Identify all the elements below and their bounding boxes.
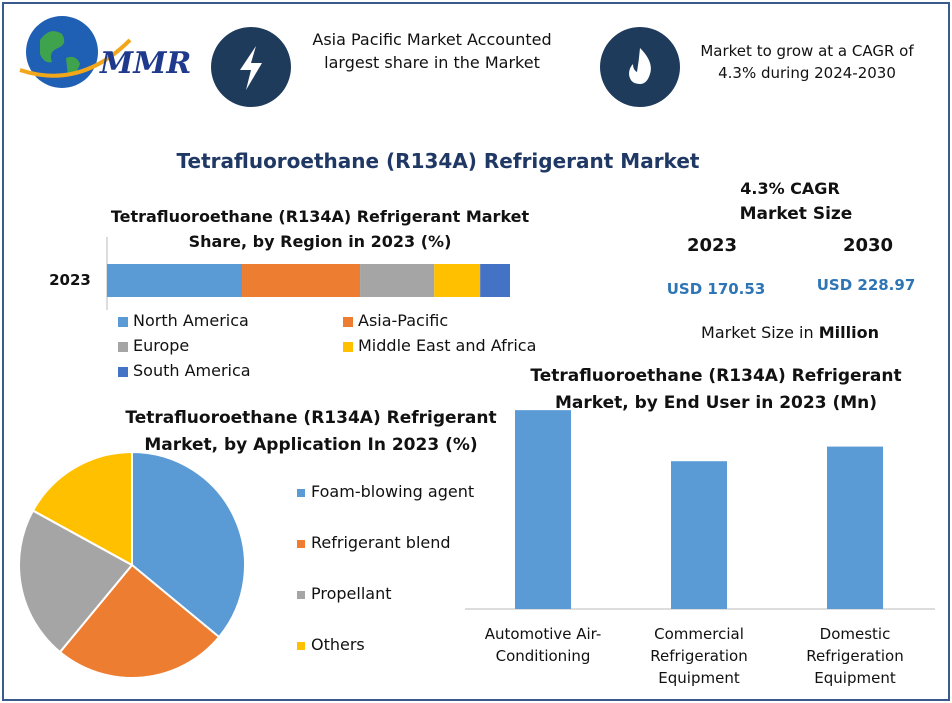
x-tick-label: Commercial Refrigeration Equipment — [650, 625, 748, 687]
bar-segment — [434, 264, 481, 297]
bar-segment — [107, 264, 243, 297]
legend-label: Others — [311, 635, 365, 654]
logo-land — [40, 31, 80, 76]
chart-title: Tetrafluoroethane (R134A) Refrigerant Ma… — [110, 207, 530, 251]
legend-swatch — [118, 342, 128, 352]
legend-label: North America — [133, 311, 249, 330]
y-tick-label: 2023 — [49, 271, 91, 289]
x-tick-label: Automotive Air-Conditioning — [484, 625, 602, 665]
bar — [671, 461, 727, 609]
bar-segment — [480, 264, 510, 297]
bar-segment — [360, 264, 435, 297]
logo-swoosh — [19, 38, 132, 78]
pie-slice — [58, 563, 221, 679]
flame-icon — [629, 48, 651, 84]
legend-label: Refrigerant blend — [311, 533, 451, 552]
pie-slice — [131, 450, 246, 639]
bar — [827, 446, 883, 609]
pie-slice — [31, 450, 133, 567]
highlight: Asia Pacific Market Accounted largest sh… — [312, 30, 552, 72]
legend-label: Europe — [133, 336, 190, 355]
bar — [515, 410, 571, 609]
legend-swatch — [118, 367, 128, 377]
legend-swatch — [343, 342, 353, 352]
logo-text: MMR — [100, 46, 192, 81]
legend-swatch — [343, 317, 353, 327]
year: 2030 — [842, 235, 894, 256]
legend-swatch — [297, 489, 305, 497]
main-title: Tetrafluoroethane (R134A) Refrigerant Ma… — [176, 149, 700, 173]
legend-label: Propellant — [311, 584, 392, 603]
x-tick-label: Domestic Refrigeration Equipment — [806, 625, 904, 687]
size-note: Market Size in Million — [660, 323, 920, 342]
market-size-label: Market Size — [739, 204, 853, 224]
cagr: 4.3% CAGR — [740, 179, 840, 198]
legend-swatch — [297, 642, 305, 650]
legend-label: Foam-blowing agent — [311, 482, 475, 501]
legend-label: South America — [133, 361, 251, 380]
legend-label: Middle East and Africa — [358, 336, 537, 355]
size-value: USD 170.53 — [666, 280, 766, 298]
chart-title: Tetrafluoroethane (R134A) Refrigerant Ma… — [530, 366, 902, 413]
legend-swatch — [297, 591, 305, 599]
note-text: Market Size in — [701, 323, 814, 342]
chart-title: Tetrafluoroethane (R134A) Refrigerant Ma… — [125, 408, 497, 455]
year: 2023 — [686, 235, 738, 256]
size-value: USD 228.97 — [816, 276, 916, 294]
legend-label: Asia-Pacific — [358, 311, 449, 330]
legend-swatch — [118, 317, 128, 327]
bar-segment — [242, 264, 361, 297]
note-unit: Million — [818, 323, 879, 342]
pie-slice — [18, 509, 134, 654]
bolt-icon — [240, 46, 262, 90]
highlight: Market to grow at a CAGR of 4.3% during … — [700, 42, 914, 82]
legend-swatch — [297, 540, 305, 548]
